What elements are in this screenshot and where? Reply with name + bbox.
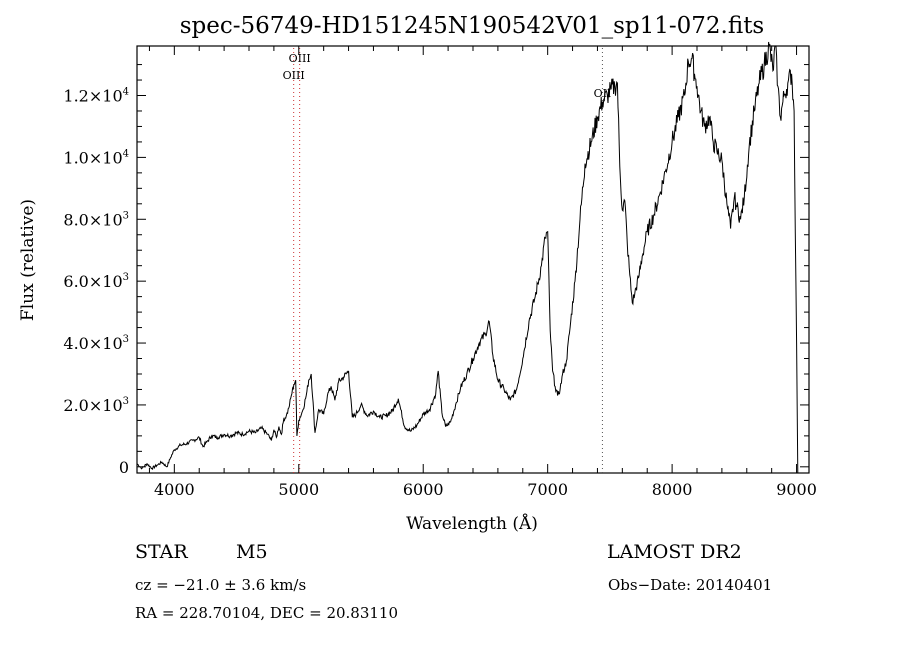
coordinates-text: RA = 228.70104, DEC = 20.83110 — [135, 604, 399, 622]
x-axis-label: Wavelength (Å) — [406, 513, 538, 534]
y-tick-label: 1.0×104 — [63, 148, 129, 167]
obs-date-text: Obs−Date: 20140401 — [608, 576, 773, 594]
x-tick-label: 6000 — [403, 480, 444, 499]
y-tick-label: 2.0×103 — [63, 396, 129, 415]
x-tick-label: 5000 — [278, 480, 319, 499]
y-axis-label: Flux (relative) — [18, 199, 38, 321]
x-tick-label: 8000 — [652, 480, 693, 499]
y-tick-label: 4.0×103 — [63, 334, 129, 353]
y-tick-label: 6.0×103 — [63, 272, 129, 291]
x-tick-label: 4000 — [154, 480, 195, 499]
velocity-text: cz = −21.0 ± 3.6 km/s — [135, 576, 307, 594]
y-axis: 0 2.0×103 4.0×103 6.0×103 8.0×103 1.0×104 1.2×… — [63, 64, 809, 477]
emission-line-label: OII — [594, 87, 612, 100]
survey-label: LAMOST DR2 — [607, 541, 742, 563]
y-tick-label: 1.2×104 — [63, 87, 129, 106]
y-tick-label: 0 — [119, 458, 129, 477]
subclass-label: M5 — [236, 541, 268, 563]
emission-line-label: OIII — [289, 52, 311, 65]
class-label: STAR — [135, 541, 188, 563]
emission-line-markers: OIII OIII OII — [283, 48, 612, 473]
y-tick-label: 8.0×103 — [63, 210, 129, 229]
spectrum-line — [136, 41, 799, 474]
emission-line-label: OIII — [283, 69, 305, 82]
plot-frame — [136, 45, 810, 474]
chart-title: spec-56749-HD151245N190542V01_sp11-072.f… — [180, 13, 765, 39]
x-tick-label: 9000 — [776, 480, 817, 499]
x-tick-label: 7000 — [527, 480, 568, 499]
x-axis: 4000 5000 6000 7000 8000 9000 — [148, 46, 817, 499]
